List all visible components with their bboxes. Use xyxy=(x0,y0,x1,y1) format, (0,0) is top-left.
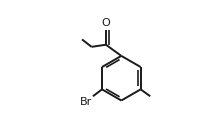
Text: O: O xyxy=(102,18,110,28)
Text: Br: Br xyxy=(80,97,92,107)
